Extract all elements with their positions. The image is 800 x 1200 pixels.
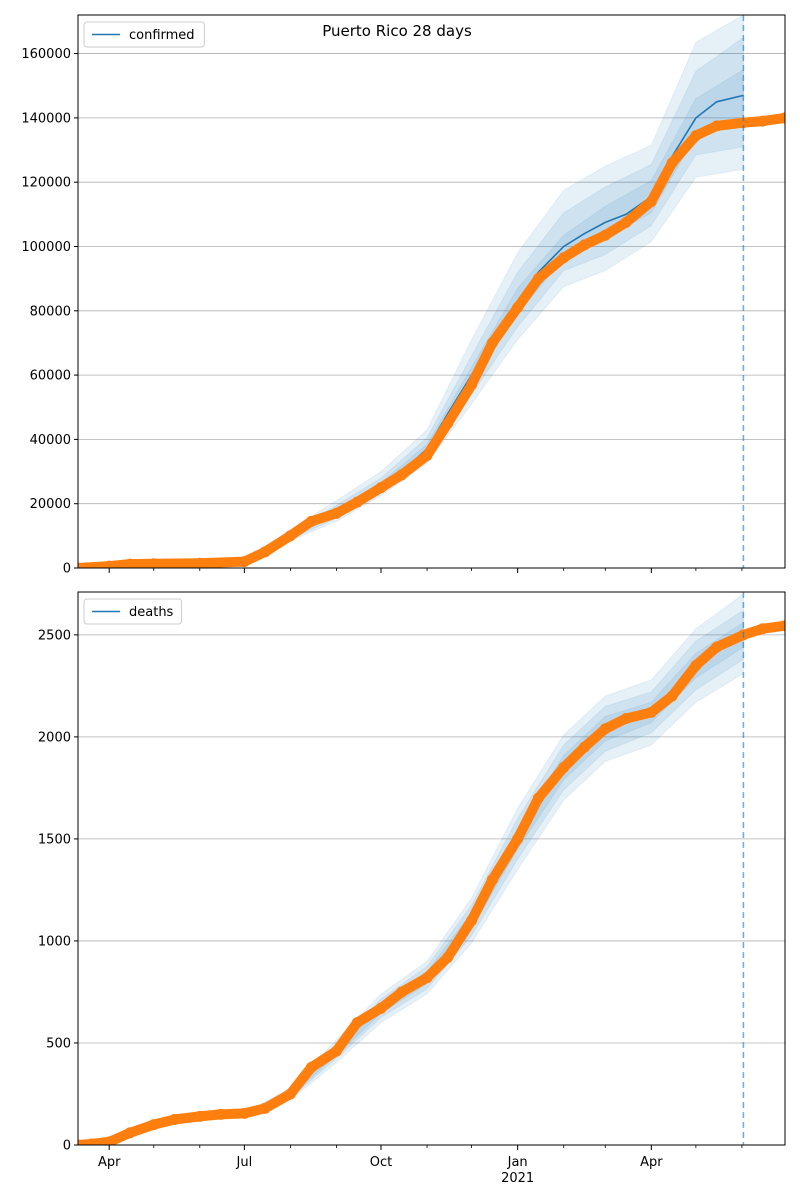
observed-point [284,530,296,542]
observed-point [215,1108,227,1120]
observed-point [396,469,408,481]
observed-point [124,558,136,568]
observed-point [103,1136,115,1145]
observed-point [532,792,544,804]
y-tick-label: 140000 [21,111,71,126]
observed-point [757,623,769,635]
y-tick-label: 160000 [21,47,71,62]
observed-point [238,1107,250,1119]
observed-point [558,252,570,264]
observed-point [375,1002,387,1014]
x-tick-label: Apr [98,1155,121,1170]
y-tick-label: 80000 [30,304,71,319]
observed-point [645,706,657,718]
observed-point [666,690,678,702]
observed-point [599,723,611,735]
observed-point [645,196,657,207]
observed-point [330,507,342,519]
x-tick-label: Oct [370,1155,392,1170]
y-tick-label: 0 [63,562,71,577]
uncertainty-band-outer [199,15,744,564]
observed-point [375,482,387,494]
observed-point [579,239,590,251]
deaths-panel: 0 500 1000 1500 2000 2500 Apr Jul Oct Jan Apr 2021 d… [38,591,786,1186]
legend: confirmed [83,21,205,48]
observed-point [779,112,785,124]
observed-point [351,1017,363,1029]
observed-point [148,1119,160,1131]
series-line-observed [78,112,785,568]
observed-point [78,1139,84,1145]
confirmed-panel: 0 20000 40000 60000 80000 100000 120000 140000 1… [21,14,786,577]
x-tick-label: Apr [640,1155,663,1170]
observed-point [486,337,498,349]
observed-point [421,450,433,461]
observed-point [238,556,250,568]
legend: deaths [83,598,183,625]
observed-point [169,1114,180,1125]
y-tick-label: 100000 [21,240,71,255]
axes-frame [77,591,786,1146]
y-tick-label: 1000 [38,934,71,949]
observed-point [512,833,524,845]
observed-point [666,157,678,169]
legend-label: confirmed [129,28,195,43]
observed-point [330,1045,342,1057]
observed-point [711,120,723,132]
y-tick-label: 40000 [30,433,71,448]
observed-point [558,762,570,773]
y-tick-label: 60000 [30,369,71,384]
figure-title: Puerto Rico 28 days [322,22,472,40]
y-tick-label: 120000 [21,176,71,191]
observed-point [512,302,524,314]
observed-point [194,557,206,568]
y-tick-label: 2000 [38,730,71,745]
observed-point [124,1127,136,1139]
observed-point [442,417,454,429]
observed-point [599,229,611,241]
observed-point [690,130,702,142]
observed-point [103,560,115,568]
plot-area [78,15,785,568]
observed-point [421,972,433,984]
observed-point [259,1102,271,1114]
observed-point [486,874,498,886]
y-tick-label: 0 [63,1139,71,1154]
observed-point [579,741,590,753]
observed-point [259,546,271,558]
y-tick-label: 20000 [30,497,71,512]
observed-point [442,951,454,963]
observed-point [466,915,478,926]
observed-point [396,986,408,998]
observed-point [690,660,702,671]
observed-point [620,713,632,724]
observed-point [466,379,478,391]
observed-point [194,1110,206,1122]
observed-point [711,641,723,653]
x-tick-label: Jul [236,1155,253,1170]
y-tick-label: 1500 [38,832,71,847]
y-tick-label: 2500 [38,628,71,643]
legend-box [83,598,183,625]
observed-point [305,1062,317,1073]
observed-point [779,620,785,632]
observed-point [78,562,84,568]
observed-point [737,117,749,129]
observed-point [305,515,317,527]
x-year-label: 2021 [501,1171,534,1186]
observed-point [284,1088,296,1100]
observed-point [148,558,160,568]
x-tick-label: Jan [507,1155,528,1170]
observed-point [351,496,363,508]
observed-point [620,216,632,228]
axes-frame [77,14,786,569]
y-tick-label: 500 [46,1036,71,1051]
observed-point [85,1138,97,1145]
legend-label: deaths [129,605,174,620]
observed-point [532,273,544,285]
legend-box [83,21,205,48]
observed-point [757,115,769,127]
